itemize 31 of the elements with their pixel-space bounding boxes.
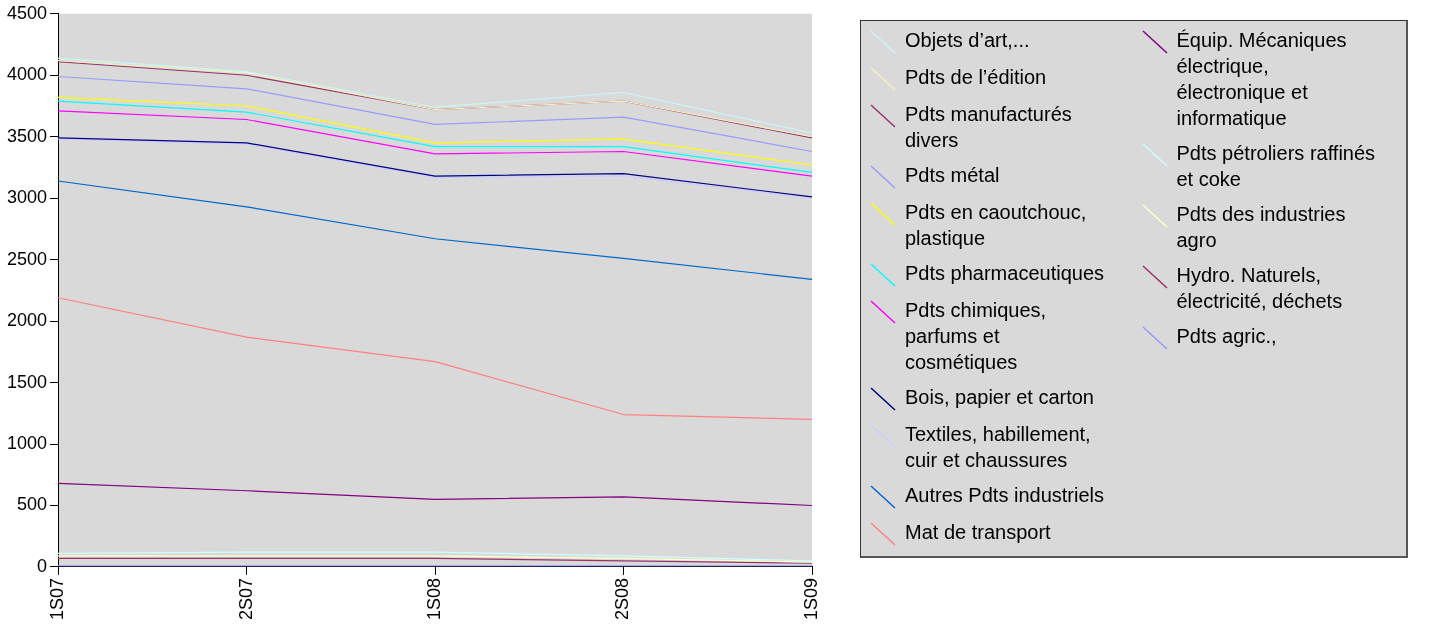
- y-tick-label: 3500: [7, 125, 48, 146]
- legend-label: Pdts en caoutchouc, plastique: [905, 200, 1088, 251]
- x-tick-label: 2S07: [235, 577, 256, 621]
- y-tick-label: 2500: [7, 248, 48, 269]
- legend-label: Bois, papier et carton: [905, 385, 1094, 410]
- y-tick-label: 4500: [7, 2, 48, 23]
- legend-label: Textiles, habillement, cuir et chaussures: [905, 422, 1092, 473]
- legend-label: Pdts métal: [905, 163, 1000, 188]
- y-tick-label: 500: [17, 494, 48, 515]
- y-tick-label: 1500: [7, 371, 48, 392]
- x-tick-label: 1S08: [423, 577, 444, 621]
- legend-label: Pdts chimiques, parfums et cosmétiques: [905, 298, 1048, 375]
- x-tick-label: 2S08: [612, 577, 633, 621]
- legend-label: Pdts des industries agro: [1176, 202, 1347, 253]
- y-tick-label: 3000: [7, 187, 48, 208]
- legend-label: Équip. Mécaniques électrique, électronique et informatique: [1176, 28, 1348, 131]
- legend-label: Mat de transport: [905, 520, 1051, 545]
- legend-label: Objets d’art,...: [905, 28, 1030, 53]
- legend-label: Pdts agric.,: [1176, 324, 1277, 349]
- legend-label: Autres Pdts industriels: [905, 483, 1104, 508]
- legend-label: Pdts manufacturés divers: [905, 102, 1073, 153]
- legend-label: Pdts pharmaceutiques: [905, 261, 1105, 286]
- x-tick-label: 1S07: [47, 577, 68, 621]
- legend-label: Pdts de l’édition: [905, 65, 1047, 90]
- y-tick-label: 0: [37, 555, 48, 576]
- x-tick-label: 1S09: [800, 577, 821, 621]
- legend-label: Pdts pétroliers raffinés et coke: [1176, 141, 1377, 192]
- legend-label: Hydro. Naturels, électricité, déchets: [1176, 263, 1344, 314]
- y-tick-label: 2000: [7, 310, 48, 331]
- y-tick-label: 1000: [7, 433, 48, 454]
- y-tick-label: 4000: [7, 64, 48, 85]
